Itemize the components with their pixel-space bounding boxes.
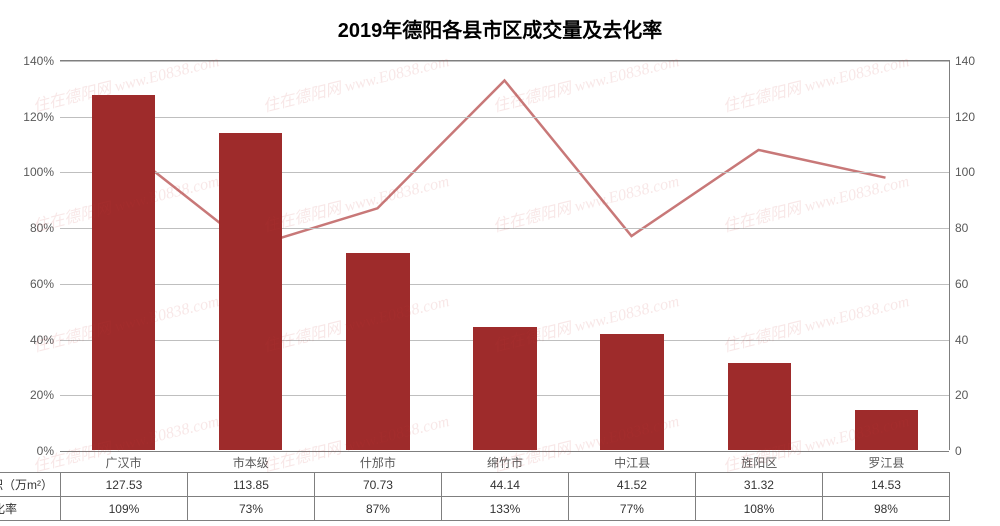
chart-container: 2019年德阳各县市区成交量及去化率 0%020%2040%4060%6080%… [0,0,1000,526]
bar [92,95,156,450]
y-left-tick: 20% [30,388,60,402]
legend-label: 去化率 [0,502,17,516]
table-cell: 133% [441,497,568,521]
legend-label: 面积（万m²） [0,478,53,492]
table-cell: 98% [822,497,949,521]
y-right-tick: 80 [949,221,968,235]
chart-title: 2019年德阳各县市区成交量及去化率 [0,14,1000,43]
y-right-tick: 100 [949,165,975,179]
y-right-tick: 0 [949,444,962,458]
table-cell: 87% [314,497,441,521]
table-cell: 31.32 [695,473,822,497]
table-row: 面积（万m²） 127.53113.8570.7344.1441.5231.321… [0,473,950,497]
table-cell: 70.73 [314,473,441,497]
gridline [60,61,949,62]
table-cell: 127.53 [60,473,187,497]
table-row: 去化率 109%73%87%133%77%108%98% [0,497,950,521]
bar [346,253,410,450]
table-cell: 77% [568,497,695,521]
bar [473,327,537,450]
y-left-tick: 140% [23,54,60,68]
y-right-tick: 40 [949,333,968,347]
category-label: 市本级 [233,454,269,471]
plot-area: 0%020%2040%4060%6080%80100%100120%120140… [60,60,950,450]
table-cell: 41.52 [568,473,695,497]
gridline [60,451,949,452]
y-right-tick: 120 [949,110,975,124]
table-cell: 109% [60,497,187,521]
y-left-tick: 80% [30,221,60,235]
gridline [60,117,949,118]
bar [855,410,919,450]
table-cell: 44.14 [441,473,568,497]
table-cell: 113.85 [187,473,314,497]
y-left-tick: 0% [37,444,60,458]
y-left-tick: 120% [23,110,60,124]
y-right-tick: 140 [949,54,975,68]
bar [600,334,664,450]
bar [728,363,792,450]
y-left-tick: 60% [30,277,60,291]
gridline [60,284,949,285]
table-cell: 73% [187,497,314,521]
category-label: 中江县 [614,454,650,471]
legend-bar: 面积（万m²） [0,473,60,497]
gridline [60,172,949,173]
category-label: 罗江县 [868,454,904,471]
y-left-tick: 40% [30,333,60,347]
y-right-tick: 60 [949,277,968,291]
table-cell: 14.53 [822,473,949,497]
bar [219,133,283,450]
gridline [60,228,949,229]
category-label: 广汉市 [106,454,142,471]
y-right-tick: 20 [949,388,968,402]
category-label: 旌阳区 [741,454,777,471]
category-label: 绵竹市 [487,454,523,471]
table-cell: 108% [695,497,822,521]
category-label: 什邡市 [360,454,396,471]
y-left-tick: 100% [23,165,60,179]
legend-line: 去化率 [0,497,60,521]
data-table: 面积（万m²）127.53113.8570.7344.1441.5231.321… [0,472,950,521]
